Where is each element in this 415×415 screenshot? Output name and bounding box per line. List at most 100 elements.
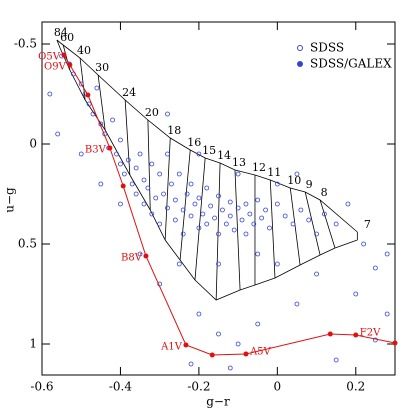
model-grid-line xyxy=(194,157,206,281)
data-point xyxy=(361,241,367,247)
y-axis-label: u−g xyxy=(3,187,17,213)
model-grid-line xyxy=(147,119,151,211)
x-tick-label: -0.6 xyxy=(30,380,53,394)
data-point xyxy=(149,161,155,167)
data-point xyxy=(243,231,249,237)
model-grid-label: 9 xyxy=(306,178,313,191)
data-point xyxy=(231,227,237,233)
main-sequence-label: B3V xyxy=(85,145,107,156)
model-grid-line xyxy=(97,74,106,131)
data-point xyxy=(294,301,300,307)
model-grid-label: 11 xyxy=(267,166,281,179)
data-point xyxy=(161,191,166,197)
x-tick-label: 0 xyxy=(274,380,282,394)
data-point xyxy=(188,361,194,367)
model-grid-label: 13 xyxy=(232,156,246,169)
data-point xyxy=(55,131,61,137)
data-point xyxy=(267,225,272,231)
data-point xyxy=(372,265,378,271)
data-point xyxy=(133,191,139,197)
data-point xyxy=(220,207,225,213)
data-point xyxy=(78,81,84,87)
data-point xyxy=(125,157,131,163)
data-point xyxy=(180,231,186,237)
data-point xyxy=(165,151,170,157)
data-point xyxy=(141,177,147,183)
main-sequence-point xyxy=(183,342,189,348)
data-point xyxy=(384,251,390,257)
data-point xyxy=(282,213,288,219)
data-point xyxy=(208,203,214,209)
model-grid-label: 8 xyxy=(321,186,328,199)
main-sequence-point xyxy=(327,331,333,337)
data-point xyxy=(149,211,155,217)
data-point xyxy=(235,171,241,177)
data-point xyxy=(247,211,253,217)
model-grid-line xyxy=(319,199,336,249)
data-point xyxy=(133,165,139,171)
main-sequence-point xyxy=(67,62,73,68)
x-tick-label: -0.2 xyxy=(187,380,210,394)
main-sequence-point xyxy=(353,332,359,338)
data-point xyxy=(333,357,339,363)
data-point xyxy=(372,337,378,343)
data-point xyxy=(251,221,257,227)
data-point xyxy=(274,201,280,207)
model-grid-label: 60 xyxy=(60,31,74,44)
x-axis-label: g−r xyxy=(206,395,230,409)
data-point xyxy=(227,199,233,205)
data-point xyxy=(137,251,143,257)
legend-label: SDSS xyxy=(310,41,344,55)
x-tick-label: 0.2 xyxy=(346,380,365,394)
y-tick-label: -0.5 xyxy=(14,37,37,51)
data-point xyxy=(157,171,163,177)
data-point xyxy=(306,217,312,223)
model-grid-line xyxy=(289,187,301,266)
data-point xyxy=(200,211,206,217)
model-grid-line xyxy=(215,162,221,301)
x-tick-label: -0.4 xyxy=(109,380,133,394)
main-sequence-label: F2V xyxy=(360,328,381,339)
model-grid-line xyxy=(234,169,241,291)
data-point xyxy=(110,117,115,123)
main-sequence-point xyxy=(392,340,398,346)
data-point xyxy=(255,251,261,257)
model-grid-label: 20 xyxy=(145,106,159,119)
model-grid-label: 7 xyxy=(364,218,371,231)
data-point xyxy=(184,191,190,197)
data-point xyxy=(353,291,359,297)
model-grid-label: 84 xyxy=(54,26,68,39)
data-point xyxy=(86,101,92,107)
data-point xyxy=(47,91,53,97)
data-point xyxy=(118,137,123,143)
model-grid-label: 30 xyxy=(95,61,109,74)
data-point xyxy=(255,321,261,327)
data-point xyxy=(118,201,123,207)
data-point xyxy=(169,181,174,187)
main-sequence-point xyxy=(61,52,67,58)
main-sequence-point xyxy=(209,352,215,358)
data-point xyxy=(216,193,221,199)
main-sequence-point xyxy=(107,145,113,151)
main-sequence-point xyxy=(143,253,149,259)
model-grid-line xyxy=(56,39,61,49)
data-point xyxy=(333,221,339,227)
y-tick-label: 0 xyxy=(29,137,37,151)
data-point xyxy=(223,221,229,227)
model-grid-label: 16 xyxy=(187,136,201,149)
data-point xyxy=(121,171,127,177)
data-point xyxy=(259,215,265,221)
y-tick-label: 0.5 xyxy=(18,237,37,251)
data-point xyxy=(235,341,241,347)
legend-marker xyxy=(297,61,303,67)
data-point xyxy=(227,213,233,219)
data-point xyxy=(216,261,221,267)
model-grid-edge xyxy=(59,47,358,301)
data-point xyxy=(196,225,202,231)
data-point xyxy=(196,151,202,157)
data-point xyxy=(216,231,221,237)
data-point xyxy=(216,331,221,337)
data-point xyxy=(165,111,170,117)
data-point xyxy=(243,201,249,207)
